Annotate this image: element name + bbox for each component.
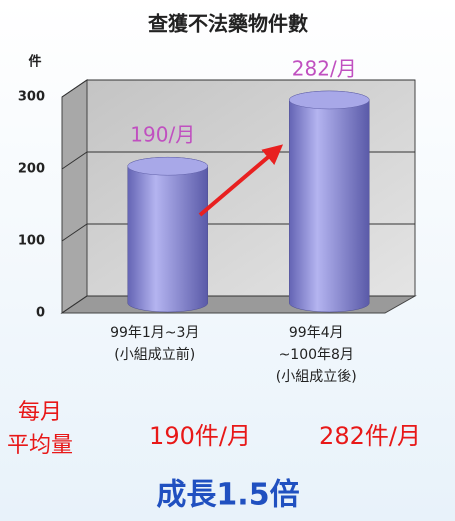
x-tick-label: 99年1月~3月 — [110, 325, 199, 341]
x-tick-label: (小組成立前) — [114, 346, 195, 363]
bar-top — [289, 90, 370, 110]
x-tick-label: 99年4月 — [289, 325, 344, 341]
value-label: 282/月 — [292, 56, 357, 80]
bar-top — [127, 156, 208, 176]
plot-area: 0 100 200 300 99年1月~3月 (小組成立前) 190/月 99年4月 ~100年… — [18, 56, 417, 385]
monthly-average: 282件/月 — [319, 422, 421, 450]
y-tick-label: 100 — [18, 234, 45, 249]
bar — [289, 90, 370, 313]
y-axis-label: 件 — [28, 54, 41, 70]
side-wall — [61, 79, 88, 314]
y-tick-label: 300 — [18, 90, 45, 105]
monthly-average: 190件/月 — [149, 422, 251, 450]
x-tick-label: ~100年8月 — [279, 347, 354, 363]
row-label: 平均量 — [7, 433, 73, 458]
y-tick-label: 200 — [18, 162, 45, 177]
grid-line — [61, 79, 415, 98]
row-label: 每月 — [18, 400, 62, 425]
bar — [127, 156, 208, 313]
value-label: 190/月 — [130, 123, 195, 147]
growth-arrow — [198, 144, 284, 217]
chart-title: 查獲不法藥物件數 — [148, 12, 308, 36]
y-tick-label: 0 — [36, 306, 45, 321]
x-tick-label: (小組成立後) — [276, 369, 357, 385]
conclusion: 成長1.5倍 — [156, 478, 299, 513]
